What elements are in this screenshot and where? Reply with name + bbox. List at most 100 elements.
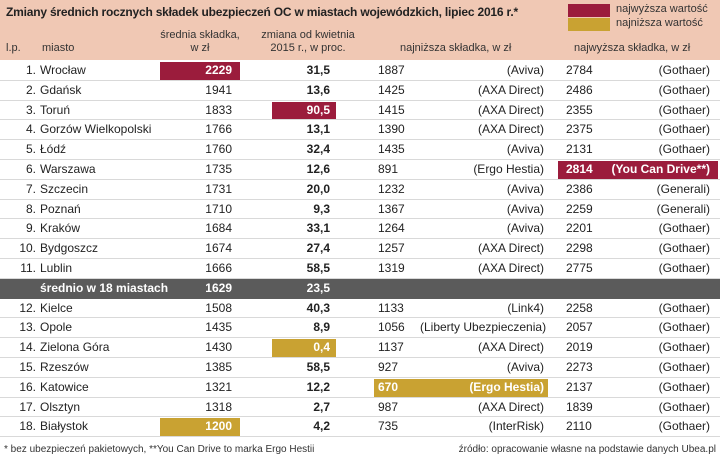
row-number: 16. [19,379,36,394]
min-insurer: (Ergo Hestia) [469,379,544,394]
row-number: 13. [19,320,36,335]
row-number: 5. [25,142,36,157]
avg-premium: 1941 [205,82,232,97]
legend-label: najniższa wartość [616,17,703,29]
min-premium: 1133 [378,300,404,315]
row-separator [0,218,720,220]
column-header: miasto [42,42,75,54]
row-number: 11. [20,261,36,275]
min-insurer: (AXA Direct) [477,399,544,414]
city: Toruń [40,102,71,117]
legend-swatch [568,18,610,31]
max-insurer: (Gothaer) [658,419,710,434]
min-premium: 1137 [378,340,404,355]
legend-label: najwyższa wartość [616,3,708,15]
min-insurer: (AXA Direct) [477,82,544,97]
min-insurer: (AXA Direct) [477,241,544,256]
max-insurer: (Gothaer) [658,360,710,374]
row-number: 12. [19,300,36,315]
max-premium: 2273 [566,360,593,374]
avg-premium: 1435 [205,320,232,335]
row-number: 3. [25,102,36,117]
legend-swatch [568,4,610,17]
change: 20,0 [306,181,330,196]
average-label: średnio w 18 miastach [40,280,169,295]
row-number: 2. [25,82,36,97]
min-premium: 1257 [378,241,405,256]
min-premium: 1367 [378,201,405,216]
row-number: 1. [25,63,36,77]
max-insurer: (Gothaer) [658,300,710,315]
min-premium: 1264 [378,221,405,236]
change: 58,5 [306,360,330,374]
change: 12,2 [306,379,330,394]
max-insurer: (Gothaer) [658,142,710,157]
min-premium: 1425 [378,82,405,97]
average-change: 23,5 [306,280,330,295]
row-separator [0,376,720,378]
change: 8,9 [313,320,330,335]
title: Zmiany średnich rocznych składek ubezpie… [6,5,518,19]
max-premium: 2355 [566,102,593,117]
avg-premium: 1674 [205,241,232,256]
min-insurer: (Aviva) [506,142,544,157]
max-premium: 2137 [566,379,593,394]
max-premium: 2259 [566,201,593,216]
max-premium: 2784 [566,63,593,77]
min-insurer: (Aviva) [506,360,544,374]
max-insurer: (Gothaer) [658,399,710,414]
max-insurer: (Gothaer) [658,82,710,97]
min-premium: 927 [378,360,399,374]
row-number: 14. [19,340,36,355]
row-number: 15. [19,360,36,374]
city: Lublin [40,261,73,275]
max-insurer: (Generali) [656,201,710,216]
row-separator [0,357,720,358]
avg-premium: 1710 [205,201,232,216]
change: 31,5 [306,63,330,77]
min-premium: 735 [378,419,399,434]
min-insurer: (AXA Direct) [477,261,544,275]
row-number: 17. [19,399,36,414]
source: źródło: opracowanie własne na podstawie … [458,444,716,455]
max-insurer: (Gothaer) [658,63,710,77]
highlight [558,161,718,179]
max-premium: 2375 [566,122,593,137]
max-premium: 2814 [566,162,593,176]
row-separator [0,159,720,160]
max-insurer: (Gothaer) [658,340,710,355]
change: 13,6 [306,82,330,97]
row-separator [0,317,720,319]
row-separator [0,337,720,339]
avg-premium: 1430 [205,340,232,355]
row-separator [0,436,720,438]
max-premium: 2019 [566,340,593,355]
avg-premium: 1731 [205,181,232,196]
min-premium: 1056 [378,320,405,335]
change: 12,6 [306,162,330,176]
min-premium: 1415 [378,102,405,117]
min-premium: 1390 [378,122,405,137]
avg-premium: 1321 [205,379,232,394]
city: Zielona Góra [40,340,110,355]
change: 40,3 [306,300,330,315]
row-separator [0,79,720,81]
highlight [272,101,336,120]
row-number: 18. [19,419,36,434]
max-premium: 2386 [566,181,593,196]
city: Warszawa [40,162,96,176]
change: 4,2 [313,419,330,434]
footnote: * bez ubezpieczeń pakietowych, **You Can… [4,444,315,455]
row-separator [0,119,720,121]
avg-premium: 1684 [205,221,232,236]
max-premium: 1839 [566,399,593,414]
highlight [160,62,240,80]
city: Rzeszów [40,360,89,374]
city: Gdańsk [40,82,82,97]
max-premium: 2131 [566,142,593,157]
change: 32,4 [306,142,330,157]
city: Olsztyn [40,399,81,414]
max-insurer: (Gothaer) [658,241,710,256]
avg-premium: 1833 [205,102,232,117]
change: 13,1 [306,122,330,137]
